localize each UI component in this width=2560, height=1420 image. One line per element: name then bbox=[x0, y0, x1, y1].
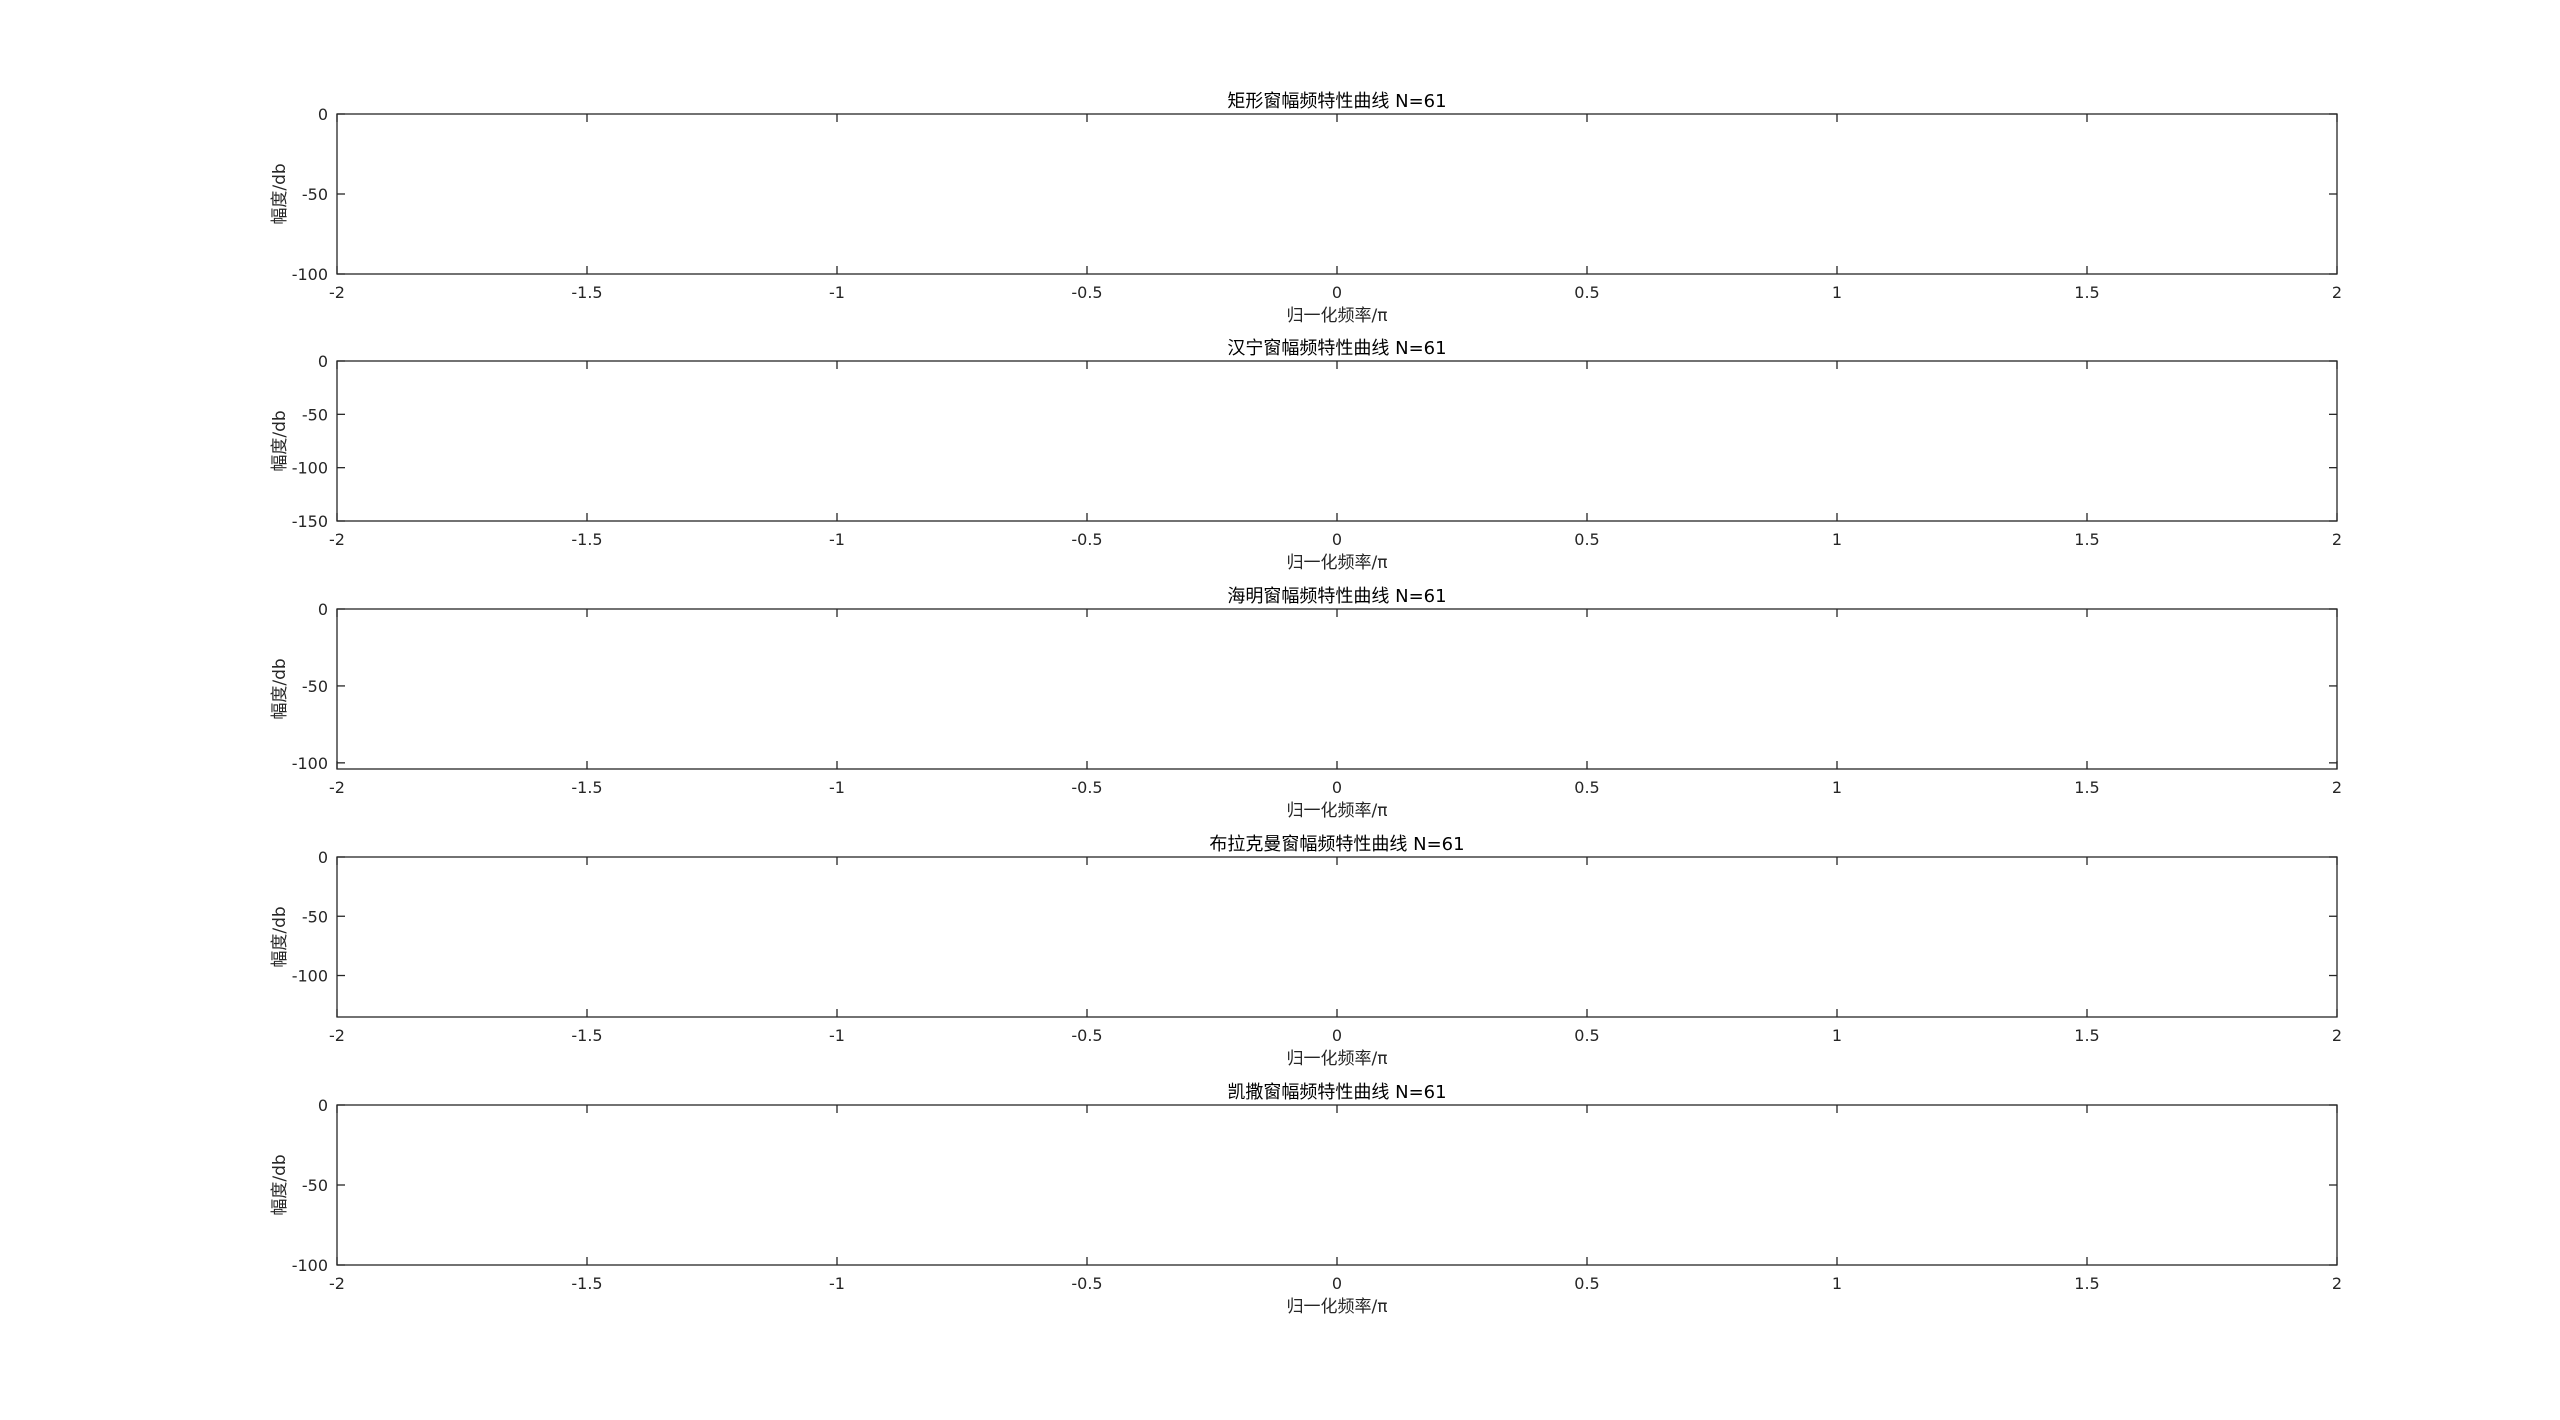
x-tick-label: 1.5 bbox=[2074, 778, 2099, 797]
y-tick-label: -50 bbox=[302, 405, 328, 424]
x-tick-label: 0.5 bbox=[1574, 530, 1599, 549]
x-tick-label: -2 bbox=[329, 1274, 345, 1293]
x-tick-label: -2 bbox=[329, 1026, 345, 1045]
x-tick-label: -2 bbox=[329, 530, 345, 549]
x-tick-label: 0 bbox=[1332, 530, 1342, 549]
x-tick-label: 1 bbox=[1832, 1274, 1842, 1293]
x-tick-label: 0.5 bbox=[1574, 1026, 1599, 1045]
y-tick-label: 0 bbox=[318, 105, 328, 124]
y-tick-label: -100 bbox=[292, 1256, 328, 1275]
x-tick-label: 0.5 bbox=[1574, 778, 1599, 797]
x-tick-label: -1 bbox=[829, 530, 845, 549]
x-tick-label: -2 bbox=[329, 778, 345, 797]
y-tick-label: -50 bbox=[302, 677, 328, 696]
y-tick-label: -100 bbox=[292, 967, 328, 986]
subplot-rectangular: -2 -1.5 -1 -0.5 0 0.5 1 1.5 2 0 -50 -100 矩形窗幅频特性曲线 N… bbox=[270, 91, 2342, 326]
x-tick-label: 0.5 bbox=[1574, 1274, 1599, 1293]
x-tick-label: -0.5 bbox=[1071, 1026, 1102, 1045]
x-tick-label: 0 bbox=[1332, 1274, 1342, 1293]
y-axis-label: 幅度/db bbox=[270, 906, 290, 967]
x-tick-label: 1 bbox=[1832, 778, 1842, 797]
x-tick-label: -1 bbox=[829, 1026, 845, 1045]
axes-box bbox=[336, 856, 2338, 1018]
chart-title: 布拉克曼窗幅频特性曲线 N=61 bbox=[1209, 834, 1464, 855]
x-tick-label: -0.5 bbox=[1071, 283, 1102, 302]
y-tick-label: -150 bbox=[292, 512, 328, 531]
y-axis-label: 幅度/db bbox=[270, 1154, 290, 1215]
x-tick-label: 2 bbox=[2332, 530, 2342, 549]
x-tick-label: -1 bbox=[829, 778, 845, 797]
axes-box bbox=[336, 113, 2338, 275]
x-tick-label: -1 bbox=[829, 283, 845, 302]
x-axis-label: 归一化频率/π bbox=[1287, 801, 1388, 821]
x-tick-label: 1.5 bbox=[2074, 1274, 2099, 1293]
y-tick-label: 0 bbox=[318, 1096, 328, 1115]
y-tick-label: 0 bbox=[318, 600, 328, 619]
y-tick-label: -100 bbox=[292, 459, 328, 478]
axes-box bbox=[336, 360, 2338, 522]
x-tick-label: 1.5 bbox=[2074, 530, 2099, 549]
x-tick-label: 0.5 bbox=[1574, 283, 1599, 302]
y-tick-label: -100 bbox=[292, 754, 328, 773]
x-axis-label: 归一化频率/π bbox=[1287, 1297, 1388, 1317]
chart-title: 汉宁窗幅频特性曲线 N=61 bbox=[1227, 338, 1446, 359]
y-tick-label: -50 bbox=[302, 185, 328, 204]
x-tick-label: 0 bbox=[1332, 1026, 1342, 1045]
x-tick-label: -1.5 bbox=[571, 283, 602, 302]
x-tick-label: -1.5 bbox=[571, 1274, 602, 1293]
subplot-blackman: -2 -1.5 -1 -0.5 0 0.5 1 1.5 2 0 -50 -100 布拉克曼窗幅频特性曲线… bbox=[270, 834, 2342, 1069]
x-tick-label: 2 bbox=[2332, 1274, 2342, 1293]
x-tick-label: 0 bbox=[1332, 778, 1342, 797]
x-tick-label: -0.5 bbox=[1071, 1274, 1102, 1293]
subplot-kaiser: -2 -1.5 -1 -0.5 0 0.5 1 1.5 2 0 -50 -100 凯撒窗幅频特性曲线 N… bbox=[270, 1082, 2342, 1317]
x-tick-label: -2 bbox=[329, 283, 345, 302]
x-tick-label: 1.5 bbox=[2074, 283, 2099, 302]
x-tick-label: 0 bbox=[1332, 283, 1342, 302]
y-axis-label: 幅度/db bbox=[270, 163, 290, 224]
axes-box bbox=[336, 1104, 2338, 1266]
y-tick-label: 0 bbox=[318, 352, 328, 371]
y-tick-label: -100 bbox=[292, 265, 328, 284]
x-tick-label: -0.5 bbox=[1071, 530, 1102, 549]
x-tick-label: 1.5 bbox=[2074, 1026, 2099, 1045]
x-tick-label: 1 bbox=[1832, 1026, 1842, 1045]
y-axis-label: 幅度/db bbox=[270, 410, 290, 471]
y-tick-label: 0 bbox=[318, 848, 328, 867]
x-tick-label: 1 bbox=[1832, 283, 1842, 302]
y-tick-label: -50 bbox=[302, 907, 328, 926]
axes-box bbox=[336, 608, 2338, 770]
x-tick-label: 2 bbox=[2332, 778, 2342, 797]
x-axis-label: 归一化频率/π bbox=[1287, 1049, 1388, 1069]
y-axis-label: 幅度/db bbox=[270, 658, 290, 719]
chart-title: 凯撒窗幅频特性曲线 N=61 bbox=[1227, 1082, 1446, 1103]
chart-title: 海明窗幅频特性曲线 N=61 bbox=[1227, 586, 1446, 607]
x-tick-label: 2 bbox=[2332, 1026, 2342, 1045]
subplot-hamming: -2 -1.5 -1 -0.5 0 0.5 1 1.5 2 0 -50 -100 海明窗幅频特性曲线 N… bbox=[270, 586, 2342, 821]
x-axis-label: 归一化频率/π bbox=[1287, 553, 1388, 573]
x-tick-label: -1.5 bbox=[571, 1026, 602, 1045]
x-tick-label: 1 bbox=[1832, 530, 1842, 549]
y-tick-label: -50 bbox=[302, 1176, 328, 1195]
x-axis-label: 归一化频率/π bbox=[1287, 306, 1388, 326]
x-tick-label: 2 bbox=[2332, 283, 2342, 302]
subplot-hanning: -2 -1.5 -1 -0.5 0 0.5 1 1.5 2 0 -50 -100 -150 汉宁窗幅频特性… bbox=[270, 338, 2342, 573]
chart-title: 矩形窗幅频特性曲线 N=61 bbox=[1227, 91, 1446, 112]
x-tick-label: -0.5 bbox=[1071, 778, 1102, 797]
x-tick-label: -1 bbox=[829, 1274, 845, 1293]
x-tick-label: -1.5 bbox=[571, 778, 602, 797]
x-tick-label: -1.5 bbox=[571, 530, 602, 549]
